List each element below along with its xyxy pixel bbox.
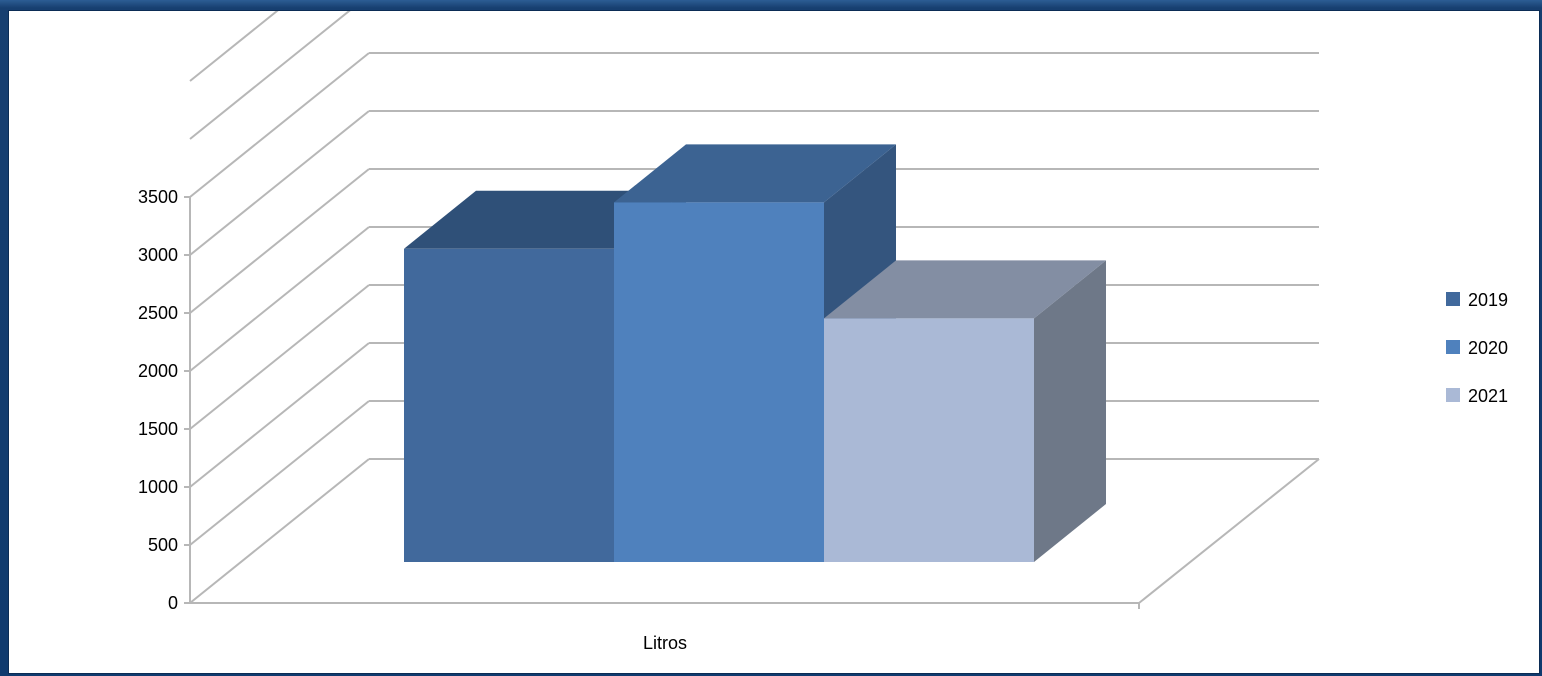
gridline-side	[189, 342, 370, 488]
y-tick-label: 500	[148, 535, 178, 555]
chart-canvas: 0 500 1000 1500 2000 2500 3000 3500 Litros 2019…	[138, 11, 1508, 653]
legend-swatch	[1446, 388, 1460, 402]
floor-right-edge	[1138, 458, 1320, 604]
bar-front	[824, 318, 1034, 562]
legend: 2019 2020 2021	[1446, 290, 1508, 406]
legend-label: 2019	[1468, 290, 1508, 310]
legend-item-2019: 2019	[1446, 290, 1508, 310]
gridline-side	[189, 11, 351, 140]
gridline-side	[189, 226, 370, 372]
bar-front	[614, 202, 824, 562]
y-tick-label: 2500	[138, 303, 178, 323]
bar-2021	[824, 260, 1106, 562]
y-tick-label: 3500	[138, 187, 178, 207]
chart-walls	[190, 458, 1320, 604]
gridline-side	[189, 458, 370, 604]
y-axis	[184, 196, 1140, 609]
legend-item-2021: 2021	[1446, 386, 1508, 406]
bar-top	[824, 260, 1106, 319]
y-tick-label: 0	[168, 593, 178, 613]
y-tick-label: 1000	[138, 477, 178, 497]
y-tick-labels: 0 500 1000 1500 2000 2500 3000 3500	[138, 187, 178, 613]
legend-swatch	[1446, 292, 1460, 306]
y-tick-label: 2000	[138, 361, 178, 381]
gridline-side	[189, 168, 370, 314]
gridline-side	[189, 11, 279, 82]
gridline-side	[189, 110, 370, 256]
x-category-label: Litros	[643, 633, 687, 653]
bars	[404, 144, 1106, 563]
legend-item-2020: 2020	[1446, 338, 1508, 358]
gridline-side	[189, 400, 370, 546]
bar-front	[404, 248, 614, 563]
chart-area: 0 500 1000 1500 2000 2500 3000 3500 Litros 2019…	[8, 10, 1540, 674]
y-tick-label: 3000	[138, 245, 178, 265]
bar-side	[1034, 260, 1106, 562]
bar-top	[614, 144, 896, 203]
y-tick-label: 1500	[138, 419, 178, 439]
legend-label: 2021	[1468, 386, 1508, 406]
gridline-side	[189, 52, 370, 198]
x-category-labels: Litros	[643, 633, 687, 653]
gridline-side	[189, 284, 370, 430]
legend-label: 2020	[1468, 338, 1508, 358]
legend-swatch	[1446, 340, 1460, 354]
